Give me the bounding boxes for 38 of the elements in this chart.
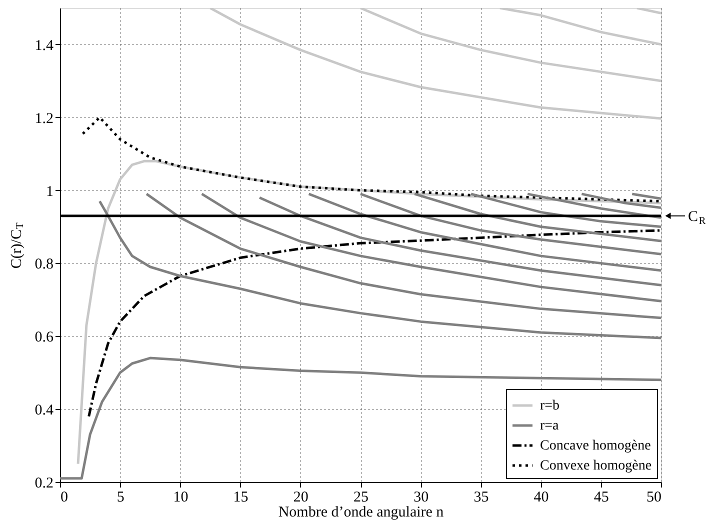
line-series — [145, 192, 661, 320]
x-tick-label: 5 — [116, 490, 124, 506]
x-tick-label: 25 — [354, 490, 368, 506]
line-series — [200, 192, 661, 302]
x-tick-label: 0 — [60, 490, 68, 506]
y-tick-label: 0.4 — [34, 402, 54, 419]
line-series — [258, 196, 661, 286]
y-tick-label: 0.8 — [34, 256, 54, 273]
x-tick-label: 50 — [646, 490, 662, 506]
legend-label: Convexe homogène — [540, 458, 652, 474]
line-series — [359, 192, 661, 256]
y-axis-title: C(r)/CT — [9, 222, 26, 269]
line-series — [308, 192, 661, 272]
line-series — [98, 200, 661, 340]
line-series — [413, 192, 661, 242]
x-tick-label: 10 — [173, 490, 188, 506]
x-tick-label: 20 — [293, 490, 308, 506]
line-series — [60, 356, 661, 480]
y-tick-label: 1.2 — [34, 110, 54, 127]
y-tick-label: 0.6 — [34, 330, 54, 346]
line-series — [470, 192, 661, 228]
y-tick-label: 1.4 — [34, 38, 54, 54]
line-series — [82, 116, 661, 202]
y-tick-label: 1 — [46, 184, 54, 200]
x-tick-label: 45 — [594, 490, 609, 506]
x-axis-title: Nombre d’onde angulaire n — [278, 504, 444, 520]
line-series — [209, 8, 661, 120]
legend-label: r=a — [540, 418, 560, 434]
x-tick-label: 40 — [534, 490, 549, 506]
line-series — [88, 229, 661, 418]
y-tick-label: 0.2 — [34, 476, 54, 492]
line-series — [498, 8, 661, 46]
legend-label: r=b — [540, 398, 560, 414]
line-series — [359, 8, 661, 82]
x-tick-label: 35 — [474, 490, 489, 506]
x-tick-label: 15 — [233, 490, 248, 506]
legend-label: Concave homogène — [540, 438, 651, 454]
x-tick-label: 30 — [414, 490, 429, 506]
